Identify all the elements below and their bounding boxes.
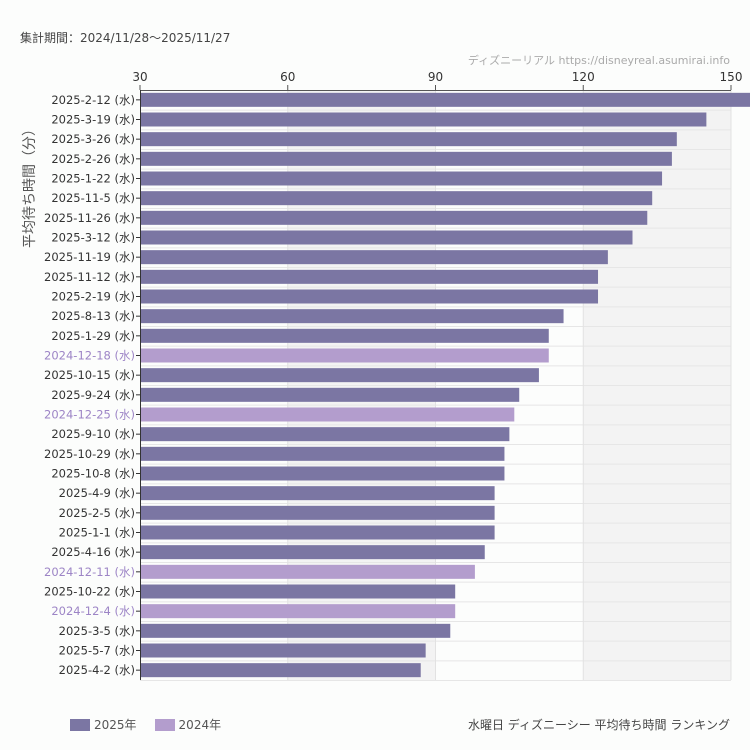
y-tick-label: 2024-12-18 (水) — [44, 349, 135, 363]
y-tick-label: 2025-11-5 (水) — [51, 191, 135, 205]
site-credit[interactable]: ディズニーリアル https://disneyreal.asumirai.inf… — [467, 54, 730, 67]
y-tick-label: 2025-11-26 (水) — [44, 211, 135, 225]
bar — [140, 623, 451, 638]
y-tick-label: 2024-12-25 (水) — [44, 408, 135, 422]
y-tick-label: 2025-1-1 (水) — [59, 526, 135, 540]
x-tick-label: 150 — [720, 70, 743, 84]
legend-item-2024: 2024年 — [154, 716, 222, 733]
bar — [140, 171, 663, 186]
bar — [140, 269, 599, 284]
bar — [140, 604, 456, 619]
bar — [140, 564, 475, 579]
bar — [140, 505, 495, 520]
bar — [140, 427, 510, 442]
y-tick-label: 2025-10-15 (水) — [44, 368, 135, 382]
x-tick-label: 60 — [280, 70, 295, 84]
y-tick-label: 2025-10-29 (水) — [44, 447, 135, 461]
y-tick-label: 2025-9-10 (水) — [51, 427, 135, 441]
y-tick-label: 2025-2-5 (水) — [59, 506, 135, 520]
legend-swatch-2025 — [70, 718, 90, 731]
y-tick-label: 2025-4-16 (水) — [51, 545, 135, 559]
bar — [140, 92, 750, 107]
bar — [140, 191, 653, 206]
y-tick-label: 2025-1-22 (水) — [51, 172, 135, 186]
y-tick-label: 2025-1-29 (水) — [51, 329, 135, 343]
y-tick-label: 2025-4-9 (水) — [59, 486, 135, 500]
bar — [140, 525, 495, 540]
bar — [140, 210, 648, 225]
chart-footer-title: 水曜日 ディズニーシー 平均待ち時間 ランキング — [467, 718, 730, 732]
bar — [140, 132, 677, 147]
y-tick-label: 2025-3-26 (水) — [51, 132, 135, 146]
y-tick-label: 2024-12-4 (水) — [51, 604, 135, 618]
y-tick-label: 2025-2-19 (水) — [51, 290, 135, 304]
x-tick-label: 120 — [572, 70, 595, 84]
bar — [140, 486, 495, 501]
y-tick-label: 2025-9-24 (水) — [51, 388, 135, 402]
y-tick-label: 2025-4-2 (水) — [59, 663, 135, 677]
y-tick-label: 2025-5-7 (水) — [59, 644, 135, 658]
bar — [140, 112, 707, 127]
bar — [140, 545, 485, 560]
period-label: 集計期間：2024/11/28〜2025/11/27 — [20, 31, 231, 45]
legend-swatch-2024 — [154, 718, 175, 731]
bar — [140, 643, 426, 658]
bar — [140, 584, 456, 599]
y-tick-label: 2025-10-22 (水) — [44, 585, 135, 599]
bar — [140, 250, 608, 265]
y-tick-label: 2025-3-5 (水) — [59, 624, 135, 638]
legend: 2025年 2024年 — [70, 716, 221, 733]
bar — [140, 368, 539, 383]
y-tick-label: 2025-8-13 (水) — [51, 309, 135, 323]
y-tick-label: 2025-2-26 (水) — [51, 152, 135, 166]
y-tick-label: 2024-12-11 (水) — [44, 565, 135, 579]
bar — [140, 289, 599, 304]
y-tick-label: 2025-2-12 (水) — [51, 93, 135, 107]
legend-label: 2025年 — [94, 718, 137, 732]
bar — [140, 328, 549, 343]
x-tick-label: 30 — [132, 70, 147, 84]
y-tick-label: 2025-3-19 (水) — [51, 113, 135, 127]
y-tick-label: 2025-11-19 (水) — [44, 250, 135, 264]
legend-label: 2024年 — [178, 718, 222, 732]
bar — [140, 309, 564, 324]
bar — [140, 387, 520, 402]
y-axis-title: 平均待ち時間（分） — [22, 122, 38, 248]
bar — [140, 151, 672, 166]
y-tick-label: 2025-11-12 (水) — [44, 270, 135, 284]
legend-item-2025: 2025年 — [70, 716, 137, 733]
bar — [140, 663, 421, 678]
bar — [140, 230, 633, 245]
bar — [140, 446, 505, 461]
bar — [140, 407, 515, 422]
x-tick-label: 90 — [428, 70, 443, 84]
y-tick-label: 2025-3-12 (水) — [51, 231, 135, 245]
bar — [140, 466, 505, 481]
y-tick-label: 2025-10-8 (水) — [51, 467, 135, 481]
bar — [140, 348, 549, 363]
